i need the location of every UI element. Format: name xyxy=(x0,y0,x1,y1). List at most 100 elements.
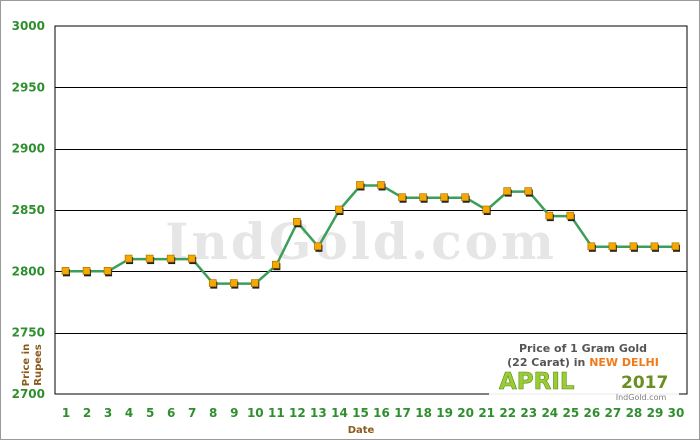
data-point xyxy=(61,267,70,277)
info-box-city: NEW DELHI xyxy=(589,356,659,369)
info-box-title: Price of 1 Gram Gold xyxy=(519,342,647,355)
y-axis-title-line-2: Rupees xyxy=(33,344,44,386)
x-tick-label: 13 xyxy=(310,406,327,420)
data-point xyxy=(356,181,365,191)
x-tick-label: 14 xyxy=(331,406,348,420)
info-box-month: APRIL xyxy=(499,369,575,395)
y-tick-label: 2850 xyxy=(12,203,45,217)
data-point xyxy=(503,187,512,197)
x-axis-ticks: 1 2 3 4 5 6 7 8 9 10 11 12 13 14 15 16 17 18 19 20 21 22 23 24 2… xyxy=(62,406,685,420)
data-point xyxy=(461,193,470,203)
x-tick-label: 12 xyxy=(289,406,306,420)
x-tick-label: 30 xyxy=(668,406,685,420)
data-point-marker xyxy=(377,181,385,189)
x-tick-label: 10 xyxy=(247,406,264,420)
data-point xyxy=(524,187,533,197)
x-tick-label: 19 xyxy=(436,406,453,420)
data-point xyxy=(187,254,197,265)
info-box-background xyxy=(489,339,679,395)
data-point xyxy=(166,254,176,265)
x-tick-label: 4 xyxy=(125,406,133,420)
watermark: IndGold.com xyxy=(165,212,557,271)
data-point-marker xyxy=(545,211,554,220)
data-point-marker xyxy=(524,187,533,195)
data-point xyxy=(566,211,575,222)
data-point-marker xyxy=(251,279,259,287)
data-point-marker xyxy=(82,267,91,275)
data-point-marker xyxy=(208,279,217,287)
y-tick-label: 3000 xyxy=(12,19,45,33)
x-tick-label: 16 xyxy=(373,406,390,420)
data-point xyxy=(671,242,680,252)
x-tick-label: 17 xyxy=(394,406,411,420)
x-tick-label: 5 xyxy=(146,406,154,420)
data-point-marker xyxy=(566,211,575,220)
data-point xyxy=(124,254,134,265)
data-point-marker xyxy=(629,242,638,251)
data-point-marker xyxy=(335,205,343,214)
info-box-subtitle: (22 Carat) in NEW DELHI xyxy=(507,356,659,369)
data-point-marker xyxy=(587,242,596,251)
data-point-marker xyxy=(419,193,427,202)
y-axis-ticks: 2700 2750 2800 2850 2900 2950 3000 xyxy=(12,19,45,401)
x-tick-label: 1 xyxy=(62,406,70,420)
x-axis-title: Date xyxy=(348,425,375,436)
x-tick-label: 2 xyxy=(83,406,91,420)
data-point xyxy=(272,260,281,271)
data-point-marker xyxy=(187,254,196,263)
x-tick-label: 27 xyxy=(605,406,622,420)
y-tick-label: 2950 xyxy=(12,80,45,94)
x-tick-label: 28 xyxy=(626,406,643,420)
x-tick-label: 22 xyxy=(499,406,516,420)
x-tick-label: 21 xyxy=(478,406,495,420)
y-tick-label: 2800 xyxy=(12,264,45,278)
data-point xyxy=(145,254,155,265)
data-point xyxy=(208,279,218,289)
data-point-marker xyxy=(440,193,448,202)
data-point-marker xyxy=(103,267,112,275)
data-point-marker xyxy=(124,254,133,263)
data-point xyxy=(103,267,113,277)
data-point xyxy=(314,242,323,252)
data-point xyxy=(545,211,554,222)
data-point-marker xyxy=(503,187,512,195)
x-tick-label: 18 xyxy=(415,406,432,420)
plot-area xyxy=(61,181,680,289)
x-tick-label: 11 xyxy=(268,406,285,420)
data-point-marker xyxy=(461,193,469,202)
x-tick-label: 7 xyxy=(188,406,196,420)
data-point-marker xyxy=(314,242,322,251)
data-point-marker xyxy=(650,242,659,251)
x-tick-label: 3 xyxy=(104,406,112,420)
x-tick-label: 15 xyxy=(352,406,369,420)
grid xyxy=(54,25,688,395)
data-point xyxy=(293,217,302,228)
data-point xyxy=(229,279,239,289)
x-tick-label: 24 xyxy=(541,406,558,420)
data-point xyxy=(398,193,407,203)
data-point-marker xyxy=(166,254,175,263)
y-axis-title-line-1: Price in xyxy=(21,344,32,386)
data-point xyxy=(608,242,617,252)
data-point-marker xyxy=(608,242,617,251)
data-point-marker xyxy=(229,279,238,287)
data-point-marker xyxy=(671,242,680,251)
data-point xyxy=(377,181,386,191)
info-box-carat: (22 Carat) in xyxy=(507,356,589,369)
data-point xyxy=(440,193,449,203)
data-point-marker xyxy=(61,267,70,275)
data-point-marker xyxy=(356,181,364,189)
data-point-marker xyxy=(482,205,490,214)
x-tick-label: 6 xyxy=(167,406,175,420)
x-tick-label: 29 xyxy=(647,406,664,420)
x-tick-label: 9 xyxy=(230,406,238,420)
data-point xyxy=(82,267,92,277)
x-tick-label: 25 xyxy=(562,406,579,420)
y-tick-label: 2750 xyxy=(12,326,45,340)
y-axis-title: Price in Rupees xyxy=(21,344,44,386)
data-point xyxy=(587,242,596,252)
data-point-marker xyxy=(398,193,406,202)
data-point xyxy=(629,242,638,252)
